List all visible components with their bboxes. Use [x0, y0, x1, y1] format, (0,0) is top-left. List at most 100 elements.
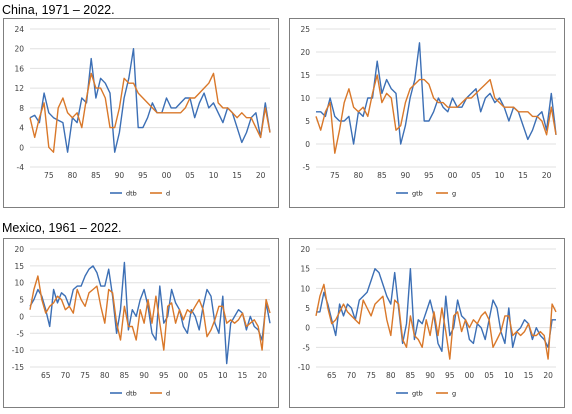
- section-title-china: China, 1971 – 2022.: [2, 3, 115, 17]
- x-tick-label: 95: [445, 371, 455, 380]
- x-tick-label: 75: [80, 371, 90, 380]
- y-tick-label: 15: [300, 265, 310, 274]
- x-tick-label: 65: [41, 371, 51, 380]
- x-tick-label: 15: [518, 171, 528, 180]
- series-line-gtb: [316, 42, 557, 145]
- x-tick-label: 85: [91, 171, 101, 180]
- x-tick-label: 85: [377, 171, 387, 180]
- y-tick-label: 16: [14, 64, 24, 73]
- y-tick-label: 0: [19, 312, 24, 321]
- y-tick-label: 15: [14, 262, 24, 271]
- x-tick-label: 00: [179, 371, 189, 380]
- x-tick-label: 15: [524, 371, 534, 380]
- legend-label-d: d: [166, 190, 170, 198]
- x-tick-label: 80: [354, 171, 364, 180]
- x-tick-label: 75: [366, 371, 376, 380]
- y-tick-label: 8: [19, 104, 24, 113]
- y-tick-label: -10: [298, 363, 310, 372]
- x-tick-label: 20: [542, 171, 552, 180]
- y-tick-label: 5: [305, 117, 310, 126]
- x-tick-label: 20: [256, 171, 266, 180]
- x-tick-label: 05: [198, 371, 208, 380]
- x-tick-label: 90: [401, 171, 411, 180]
- series-line-dtb: [29, 261, 271, 365]
- y-tick-label: 5: [305, 304, 310, 313]
- x-tick-label: 80: [100, 371, 110, 380]
- legend-label-gtb: gtb: [412, 190, 423, 198]
- y-tick-label: 15: [300, 71, 310, 80]
- x-tick-label: 10: [495, 171, 505, 180]
- x-tick-label: 65: [327, 371, 337, 380]
- chart-panel-china-d: -4 0 4 8 12 16 20 24 75 80 85 90 95 00 05 10 15 20 dtb d: [3, 18, 279, 208]
- y-tick-label: 4: [19, 124, 24, 133]
- legend-label-gtb: gtb: [412, 390, 423, 398]
- y-tick-label: 10: [14, 279, 24, 288]
- y-tick-label: 20: [300, 245, 310, 254]
- x-tick-label: 80: [68, 171, 78, 180]
- y-tick-label: 10: [300, 284, 310, 293]
- x-tick-label: 95: [159, 371, 169, 380]
- y-tick-label: 10: [300, 94, 310, 103]
- x-tick-label: 70: [347, 371, 357, 380]
- y-tick-label: 24: [14, 25, 24, 34]
- x-tick-label: 85: [120, 371, 130, 380]
- legend-label-d: d: [166, 390, 170, 398]
- series-line-d: [29, 72, 271, 153]
- x-tick-label: 95: [138, 171, 148, 180]
- chart-panel-mexico-d: -15 -10 -5 0 5 10 15 20 65 70 75 80 85 90 95 00 05 10 15 20…: [3, 238, 279, 408]
- y-tick-label: 25: [300, 25, 310, 34]
- x-tick-label: 05: [471, 171, 481, 180]
- x-tick-label: 10: [218, 371, 228, 380]
- x-tick-label: 90: [115, 171, 125, 180]
- y-tick-label: -10: [12, 346, 24, 355]
- x-tick-label: 75: [330, 171, 340, 180]
- x-tick-label: 05: [484, 371, 494, 380]
- section-title-mexico: Mexico, 1961 – 2022.: [2, 221, 122, 235]
- x-tick-label: 75: [44, 171, 54, 180]
- y-tick-label: 0: [305, 140, 310, 149]
- x-tick-label: 00: [448, 171, 458, 180]
- x-tick-label: 05: [185, 171, 195, 180]
- legend-label-dtb: dtb: [126, 390, 137, 398]
- y-tick-label: 0: [19, 143, 24, 152]
- y-tick-label: 20: [300, 48, 310, 57]
- line-chart: -4 0 4 8 12 16 20 24 75 80 85 90 95 00 05 10 15 20 dtb d: [14, 25, 271, 198]
- x-tick-label: 00: [162, 171, 172, 180]
- series-line-d: [29, 275, 271, 351]
- x-tick-label: 95: [424, 171, 434, 180]
- y-tick-label: -5: [303, 343, 311, 352]
- x-tick-label: 15: [238, 371, 248, 380]
- series-line-dtb: [29, 48, 271, 153]
- x-tick-label: 90: [425, 371, 435, 380]
- x-tick-label: 85: [406, 371, 416, 380]
- series-line-g: [315, 283, 557, 360]
- y-tick-label: 20: [14, 245, 24, 254]
- y-tick-label: 20: [14, 45, 24, 54]
- y-tick-label: -5: [303, 163, 311, 172]
- legend-label-g: g: [452, 190, 456, 198]
- x-tick-label: 10: [504, 371, 514, 380]
- series-line-g: [315, 74, 557, 154]
- legend-label-dtb: dtb: [126, 190, 137, 198]
- series-line-gtb: [316, 268, 556, 353]
- y-tick-label: 0: [305, 324, 310, 333]
- x-tick-label: 20: [257, 371, 267, 380]
- legend-label-g: g: [452, 390, 456, 398]
- x-tick-label: 80: [386, 371, 396, 380]
- x-tick-label: 15: [232, 171, 242, 180]
- chart-panel-mexico-g: -10 -5 0 5 10 15 20 65 70 75 80 85 90 95 00 05 10 15 20 gtb…: [289, 238, 565, 408]
- y-tick-label: -4: [17, 163, 25, 172]
- y-tick-label: -5: [17, 329, 25, 338]
- x-tick-label: 10: [209, 171, 219, 180]
- y-tick-label: 12: [14, 84, 24, 93]
- y-tick-label: -15: [12, 363, 24, 372]
- x-tick-label: 90: [139, 371, 149, 380]
- x-tick-label: 70: [61, 371, 71, 380]
- x-tick-label: 00: [465, 371, 475, 380]
- y-tick-label: 5: [19, 296, 24, 305]
- x-tick-label: 20: [543, 371, 553, 380]
- chart-panel-china-g: -5 0 5 10 15 20 25 75 80 85 90 95 00 05 10 15 20 gtb g: [289, 18, 565, 208]
